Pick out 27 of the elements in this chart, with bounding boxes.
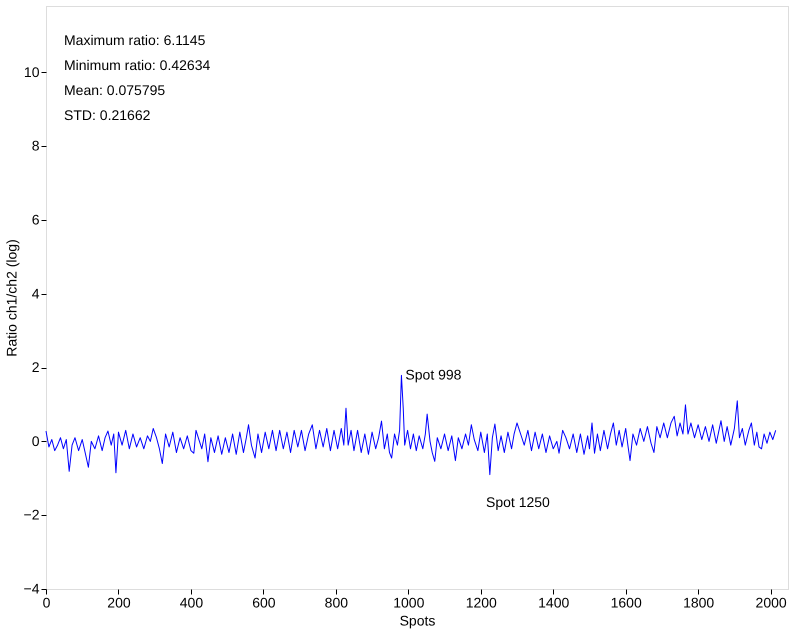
x-tick-label: 1000 [393, 594, 425, 610]
x-tick-label: 0 [42, 594, 51, 610]
y-tick-label: 2 [32, 359, 40, 376]
y-tick-label: 6 [32, 212, 40, 228]
y-tick-label: 8 [32, 138, 40, 154]
x-axis-title: Spots [400, 612, 436, 628]
x-tick-label: 1600 [610, 594, 642, 610]
x-tick-label: 400 [180, 594, 204, 610]
x-tick-label: 1200 [466, 594, 498, 610]
y-tick-label: 0 [32, 432, 40, 449]
y-tick-label: −2 [24, 506, 40, 523]
y-tick-label: 4 [32, 285, 40, 302]
y-tick-label: 10 [24, 64, 40, 80]
annotation: Spot 998 [405, 366, 462, 382]
x-tick-label: 2000 [756, 594, 787, 610]
y-axis-title: Ratio ch1/ch2 (log) [4, 239, 20, 357]
annotation: STD: 0.21662 [64, 107, 151, 123]
annotation: Mean: 0.075795 [64, 82, 166, 98]
x-tick-label: 1400 [538, 594, 570, 610]
y-tick-label: −4 [24, 580, 40, 596]
annotation: Spot 1250 [486, 494, 550, 510]
x-tick-label: 200 [107, 594, 131, 610]
annotation: Minimum ratio: 0.42634 [64, 57, 211, 73]
x-tick-label: 600 [252, 594, 276, 610]
x-tick-label: 1800 [683, 594, 714, 610]
x-tick-label: 800 [324, 594, 348, 610]
annotation: Maximum ratio: 6.1145 [64, 32, 206, 48]
